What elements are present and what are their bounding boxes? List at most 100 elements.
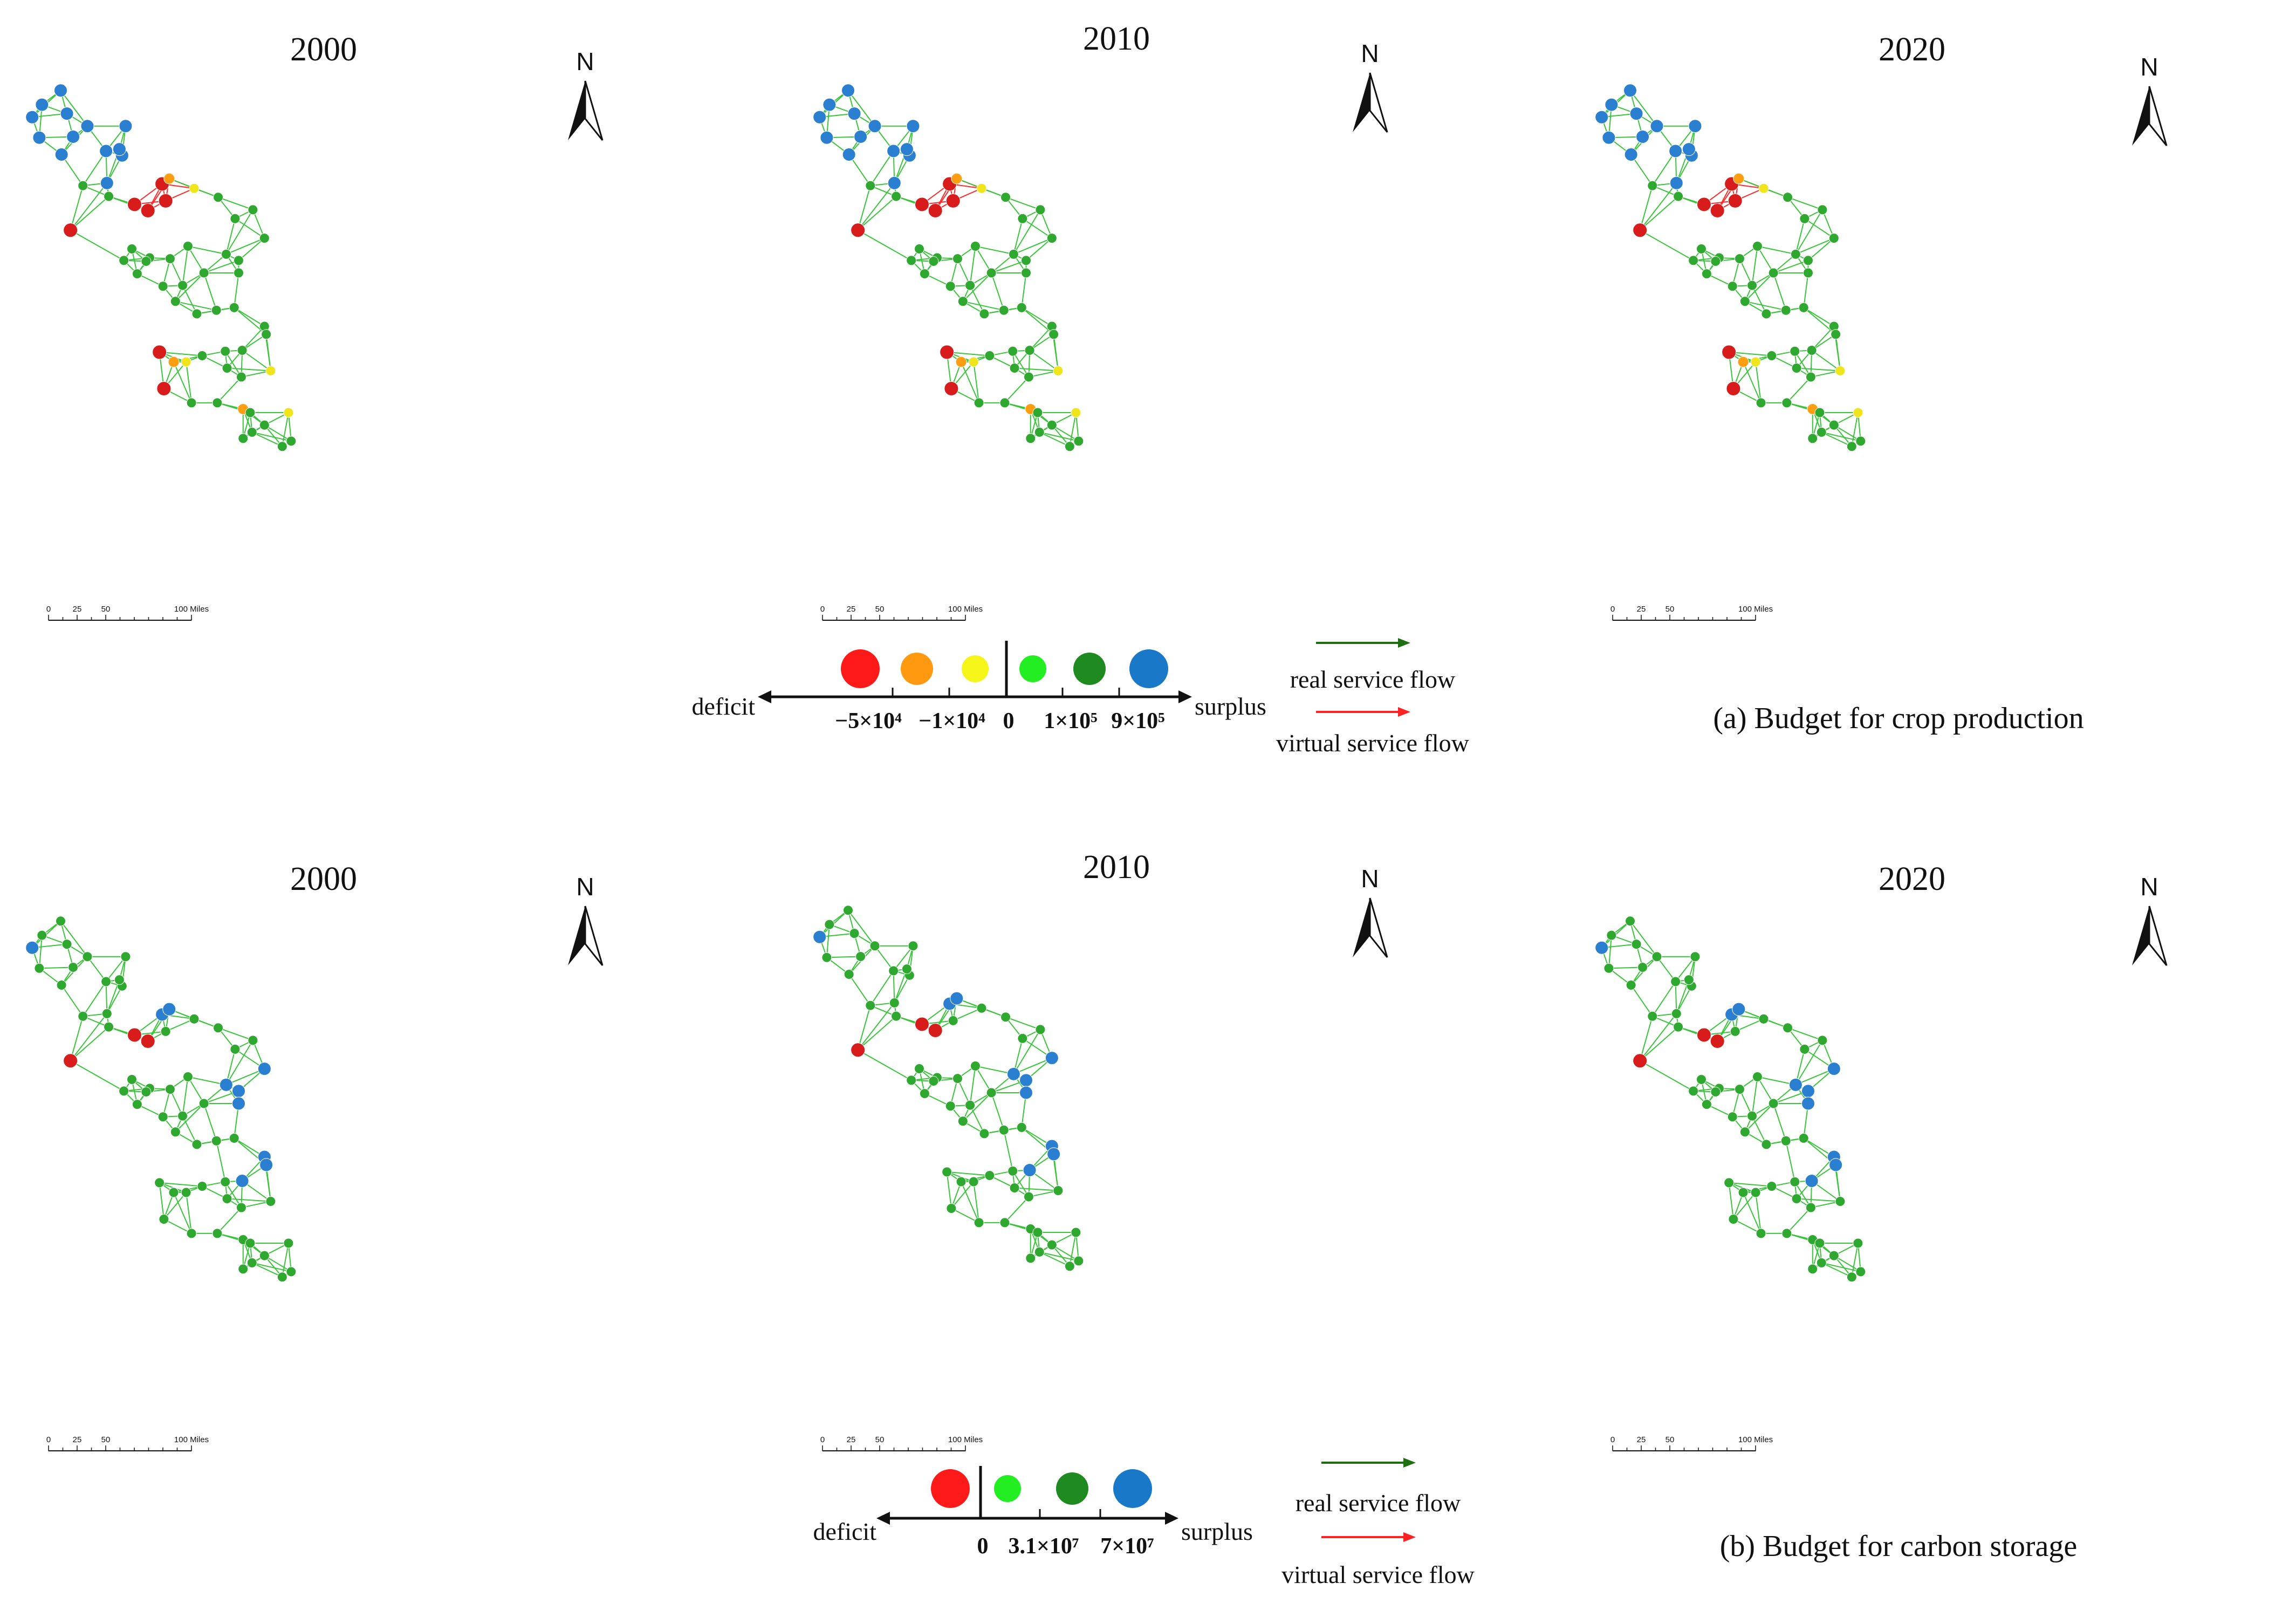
region-node [1724, 1177, 1735, 1188]
flow-edge [1021, 307, 1052, 327]
flow-edge [218, 196, 253, 210]
flow-edge [70, 1060, 125, 1092]
region-node [68, 962, 79, 973]
region-node [54, 148, 68, 162]
flow-edge [234, 307, 265, 327]
flow-edge [265, 334, 271, 371]
flow-edge [1640, 1060, 1694, 1092]
flow-edge [973, 1181, 980, 1223]
flow-edge [1821, 431, 1861, 442]
region-node [1626, 980, 1636, 991]
flow-edge [969, 1066, 976, 1106]
flow-edge [175, 300, 217, 311]
flow-edge [1773, 1103, 1787, 1141]
scale-bar-label: 25 [847, 1435, 856, 1444]
region-node [170, 296, 181, 307]
region-node [198, 268, 209, 278]
region-node [1829, 1158, 1843, 1172]
region-node [1780, 1135, 1791, 1146]
region-node [1623, 84, 1637, 98]
region-node [1766, 1181, 1777, 1191]
flow-edge [1639, 1016, 1653, 1061]
region-node [1747, 280, 1758, 291]
flow-edge [874, 945, 894, 971]
region-node [1805, 372, 1816, 382]
flow-edge [1629, 921, 1657, 957]
flow-edge [991, 272, 1005, 311]
scale-bar-label: 0 [1610, 605, 1615, 614]
region-node [951, 173, 963, 184]
region-node [1631, 939, 1642, 950]
region-node [141, 1087, 152, 1098]
flow-edge [857, 196, 897, 231]
region-node [191, 1139, 202, 1150]
region-node [230, 1044, 241, 1054]
flow-edge [106, 985, 123, 1014]
region-node [1595, 941, 1609, 955]
region-node [197, 1181, 208, 1191]
region-node [851, 223, 866, 238]
flow-edge [1735, 1018, 1764, 1032]
flow-edge [173, 1192, 192, 1234]
north-label: N [1361, 865, 1379, 893]
region-node [1734, 253, 1745, 264]
flow-edge [1608, 935, 1612, 969]
flow-edge [225, 1040, 253, 1085]
flow-edge [962, 272, 992, 302]
region-node [1831, 329, 1841, 340]
region-node [1783, 192, 1793, 203]
north-arrow-right-half [1369, 897, 1388, 958]
flow-edge [1639, 1013, 1677, 1061]
region-node [1017, 213, 1028, 224]
flow-edge [857, 1002, 895, 1051]
region-node [248, 1035, 258, 1046]
region-node [952, 1073, 963, 1084]
legend-crop-arrow-right [1178, 690, 1192, 703]
region-node [998, 305, 1009, 316]
region-node [1046, 233, 1057, 244]
region-node [1791, 363, 1802, 374]
flow-edge [105, 981, 108, 1014]
flow-edge [1651, 150, 1676, 186]
flow-edge [1729, 1182, 1772, 1187]
region-node [999, 397, 1010, 408]
legend-crop-dot-deficit-low [962, 655, 989, 682]
region-node [1046, 1239, 1057, 1250]
region-node [127, 197, 142, 212]
region-node [1790, 346, 1800, 357]
flow-edge [70, 196, 109, 231]
region-node [1595, 110, 1609, 124]
title-crop-2000: 2000 [290, 31, 357, 68]
flow-edge [991, 259, 1026, 273]
flow-edge [235, 218, 265, 239]
region-node [159, 1214, 169, 1224]
region-node [1071, 1227, 1081, 1238]
region-node [152, 345, 167, 360]
region-node [1025, 433, 1036, 444]
region-node [1710, 1087, 1721, 1098]
flow-edge [186, 1192, 193, 1234]
region-node [1727, 1112, 1738, 1122]
flow-edge [1796, 367, 1840, 372]
north-arrow-left-half [568, 906, 585, 965]
flow-edge [1051, 1244, 1079, 1262]
region-node [928, 1023, 943, 1038]
flow-edge [1025, 237, 1053, 261]
region-node [238, 433, 249, 444]
scale-bar-label: 25 [73, 1435, 82, 1444]
flow-edge [1811, 349, 1841, 372]
region-node [851, 1043, 866, 1058]
flow-edge [1744, 1103, 1774, 1133]
region-node [63, 223, 78, 238]
region-node [1021, 255, 1031, 266]
region-node [212, 1228, 223, 1239]
flow-edge [187, 245, 205, 273]
region-node [1710, 256, 1721, 267]
flow-edge [70, 186, 84, 231]
region-node [965, 1100, 976, 1111]
flow-edge [1751, 246, 1758, 286]
region-node [849, 928, 860, 939]
flow-edge [1795, 237, 1834, 255]
flow-edge [1803, 272, 1809, 308]
region-node [1855, 1266, 1866, 1277]
